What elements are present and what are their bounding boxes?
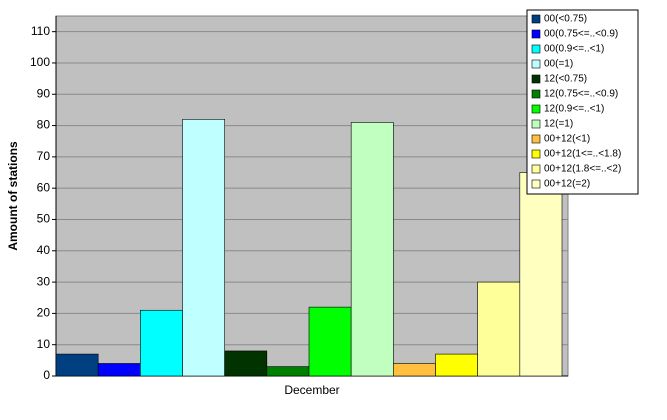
legend-swatch bbox=[531, 164, 541, 174]
y-tick-label: 80 bbox=[37, 118, 51, 132]
legend-label: 12(<0.75) bbox=[544, 74, 587, 85]
y-tick-label: 30 bbox=[37, 274, 51, 288]
y-tick-label: 70 bbox=[37, 149, 51, 163]
bar bbox=[477, 281, 521, 377]
legend-label: 12(=1) bbox=[544, 119, 573, 130]
legend-label: 00+12(<1) bbox=[544, 134, 590, 145]
bar bbox=[140, 309, 183, 377]
bar bbox=[435, 353, 478, 377]
bar bbox=[55, 353, 99, 377]
bar bbox=[97, 363, 141, 377]
legend-label: 00(=1) bbox=[544, 59, 573, 70]
y-tick-label: 50 bbox=[37, 212, 51, 226]
y-tick-label: 110 bbox=[31, 24, 50, 38]
y-tick-label: 40 bbox=[37, 243, 51, 257]
bar bbox=[519, 172, 563, 377]
legend-swatch bbox=[531, 74, 541, 84]
bar bbox=[182, 119, 225, 377]
legend-label: 00(0.9<=..<1) bbox=[544, 44, 604, 55]
legend-swatch bbox=[531, 89, 541, 99]
legend-label: 00+12(1.8<=..<2) bbox=[544, 164, 621, 175]
x-tick-label: December bbox=[284, 383, 339, 397]
bar bbox=[224, 350, 268, 377]
y-tick-label: 90 bbox=[37, 86, 51, 100]
y-axis-label: Amount of stations bbox=[6, 141, 20, 251]
y-tick-label: 10 bbox=[37, 337, 51, 351]
legend-swatch bbox=[531, 29, 541, 39]
legend-label: 00+12(1<=..<1.8) bbox=[544, 149, 621, 160]
legend-label: 12(0.75<=..<0.9) bbox=[544, 89, 618, 100]
legend-label: 12(0.9<=..<1) bbox=[544, 104, 604, 115]
legend-swatch bbox=[531, 14, 541, 24]
bar bbox=[266, 366, 310, 377]
legend-swatch bbox=[531, 134, 541, 144]
legend-box bbox=[526, 9, 639, 195]
bar bbox=[350, 122, 394, 377]
bar bbox=[308, 306, 352, 377]
legend-swatch bbox=[531, 119, 541, 129]
y-tick-label: 0 bbox=[43, 368, 50, 382]
bar bbox=[393, 363, 436, 377]
legend-swatch bbox=[531, 44, 541, 54]
y-tick-label: 60 bbox=[37, 180, 51, 194]
legend-label: 00(0.75<=..<0.9) bbox=[544, 29, 618, 40]
legend-swatch bbox=[531, 179, 541, 189]
legend-label: 00+12(=2) bbox=[544, 179, 590, 190]
legend-swatch bbox=[531, 104, 541, 114]
legend-label: 00(<0.75) bbox=[544, 14, 587, 25]
legend-swatch bbox=[531, 59, 541, 69]
y-tick-label: 100 bbox=[30, 55, 50, 69]
legend-swatch bbox=[531, 149, 541, 159]
y-tick-label: 20 bbox=[37, 306, 51, 320]
legend: 00(<0.75) 00(0.75<=..<0.9) 00(0.9<=..<1) 00… bbox=[526, 9, 639, 195]
